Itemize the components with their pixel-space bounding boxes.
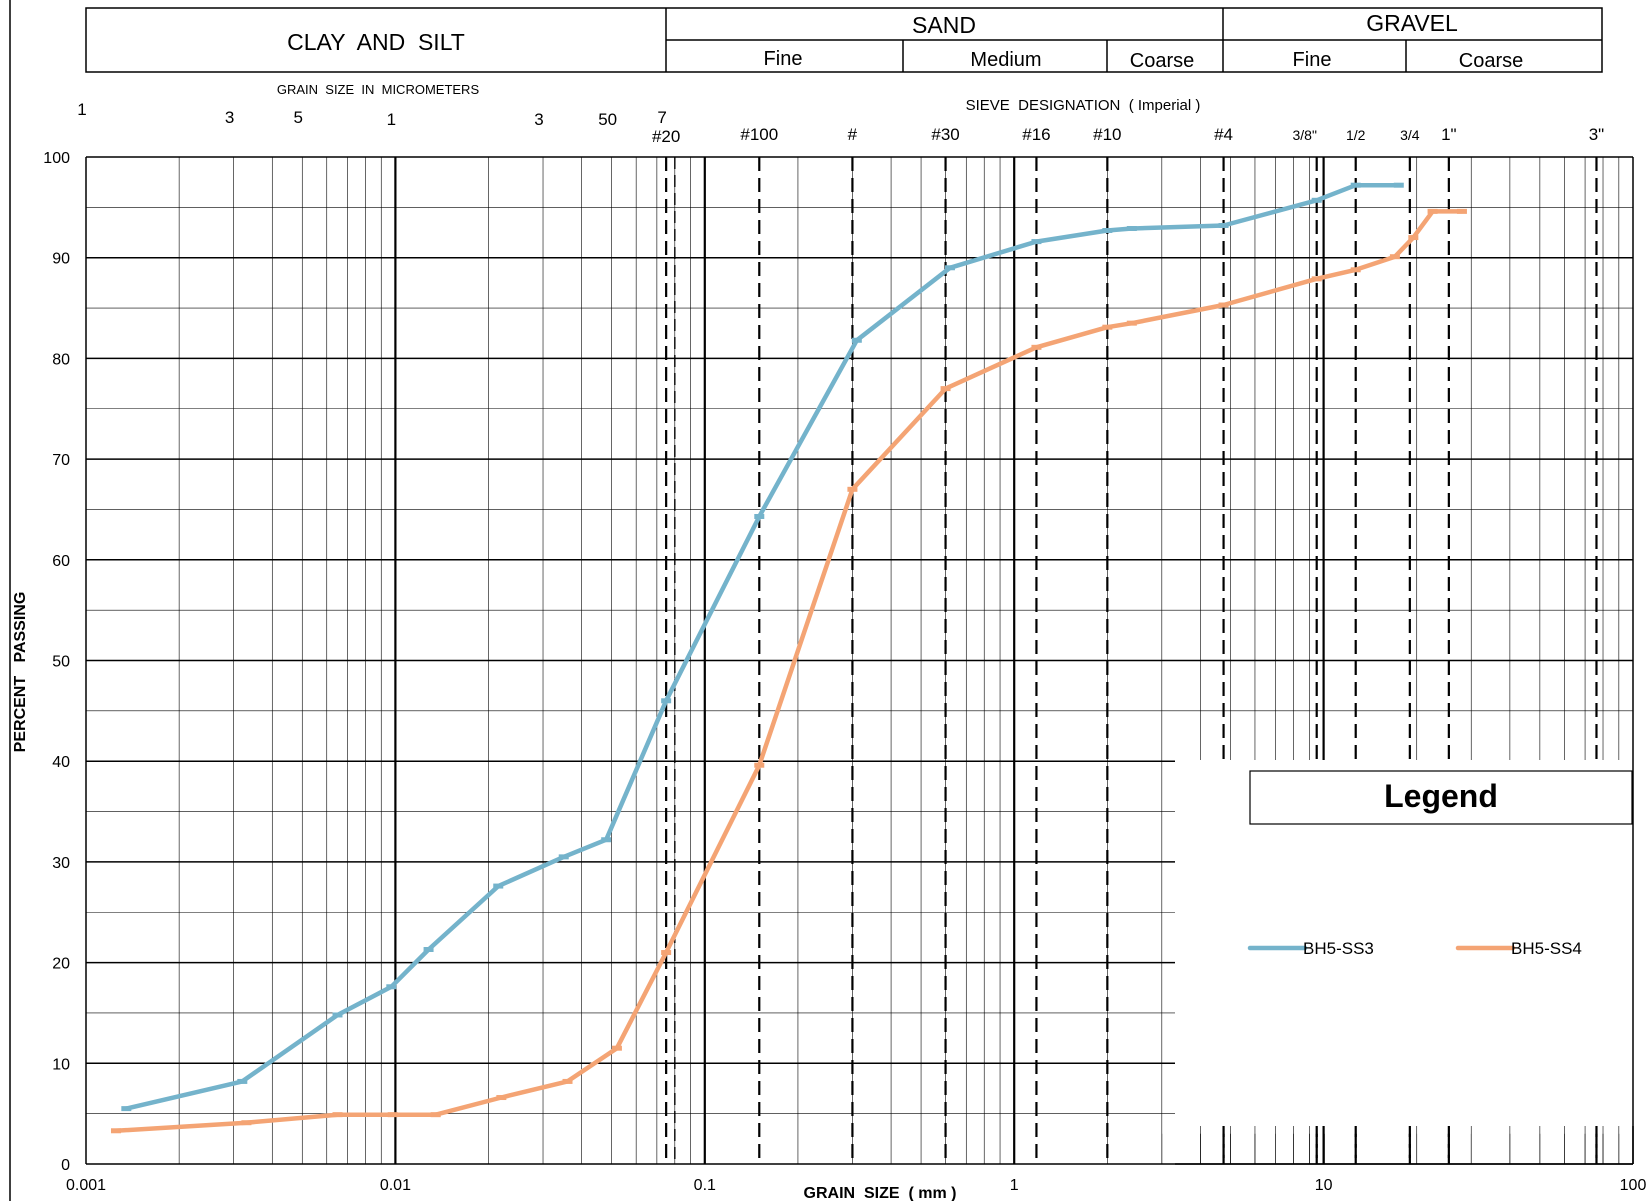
sieve-label: #30: [931, 125, 959, 144]
header-sand-fine: Fine: [764, 48, 803, 70]
micrometer-label: 1: [387, 110, 396, 129]
header-gravel: GRAVEL: [1366, 10, 1458, 36]
y-tick-label: 80: [52, 351, 70, 368]
micrometer-labels: 1 3 5 1 3 50 7: [77, 100, 667, 129]
sieve-label: #100: [740, 125, 778, 144]
y-tick-label: 70: [52, 452, 70, 469]
legend-title-box: [1249, 770, 1633, 825]
sieve-label: #16: [1022, 125, 1050, 144]
sieve-label: 3": [1589, 125, 1605, 144]
legend-entries: BH5-SS3 BH5-SS4: [1247, 939, 1582, 958]
y-tick-label: 30: [52, 855, 70, 872]
header-gravel-fine: Fine: [1293, 49, 1332, 71]
y-tick-label: 60: [52, 553, 70, 570]
micrometer-label: 1: [77, 100, 86, 119]
sieve-label: #20: [652, 127, 680, 146]
legend-label: BH5-SS4: [1511, 939, 1582, 958]
header-gravel-coarse: Coarse: [1459, 50, 1523, 72]
sieve-label: 3/8": [1292, 127, 1316, 143]
sieve-label: 1/2: [1346, 127, 1366, 143]
y-tick-label: 40: [52, 754, 70, 771]
header-sand-coarse: Coarse: [1130, 50, 1194, 72]
series-layer: [110, 182, 1467, 1134]
legend-bottom-ticks: [1161, 760, 1634, 1165]
y-tick-label: 10: [52, 1056, 70, 1073]
header-sand: SAND: [912, 12, 976, 38]
micrometer-label: 7: [657, 108, 666, 127]
micrometer-label: 3: [225, 108, 234, 127]
y-tick-label: 20: [52, 956, 70, 973]
x-axis-label: GRAIN SIZE ( mm ): [804, 1185, 957, 1201]
y-tick-label: 50: [52, 654, 70, 671]
sieve-label: 3/4: [1400, 127, 1420, 143]
header-sand-medium: Medium: [970, 49, 1041, 71]
header-clay-silt: CLAY AND SILT: [287, 29, 465, 55]
y-axis-label: PERCENT PASSING: [12, 592, 29, 753]
x-tick-label: 0.1: [694, 1177, 716, 1194]
x-tick-label: 0.001: [66, 1177, 106, 1194]
micrometer-axis-title: GRAIN SIZE IN MICROMETERS: [277, 82, 480, 97]
y-tick-label: 100: [43, 150, 70, 167]
legend-title: Legend: [1384, 778, 1498, 814]
sieve-label: 1": [1441, 125, 1457, 144]
soil-classification-header: [85, 7, 1603, 73]
y-axis-ticks: 0 10 20 30 40 50 60 70 80 90 100: [43, 150, 70, 1174]
x-tick-label: 1: [1010, 1177, 1019, 1194]
legend-label: BH5-SS3: [1303, 939, 1374, 958]
sieve-axis-title: SIEVE DESIGNATION ( Imperial ): [966, 97, 1201, 114]
x-tick-label: 0.01: [380, 1177, 411, 1194]
sieve-label: #4: [1214, 125, 1233, 144]
sieve-dashed-lines: [665, 157, 1598, 1164]
micrometer-label: 3: [534, 110, 543, 129]
x-tick-label: 10: [1315, 1177, 1333, 1194]
micrometer-label: 5: [294, 108, 303, 127]
series-line-1: [113, 209, 1465, 1134]
sieve-label: #10: [1093, 125, 1121, 144]
sieve-label: #: [848, 125, 858, 144]
x-axis-ticks: 0.001 0.01 0.1 1 10 100: [66, 1177, 1646, 1194]
y-tick-label: 0: [61, 1157, 70, 1174]
sieve-labels: #20 #100 # #30 #16 #10 #4 3/8" 1/2 3/4 1" 3": [652, 125, 1604, 146]
micrometer-label: 50: [598, 110, 617, 129]
x-tick-label: 100: [1620, 1177, 1647, 1194]
y-tick-label: 90: [52, 251, 70, 268]
